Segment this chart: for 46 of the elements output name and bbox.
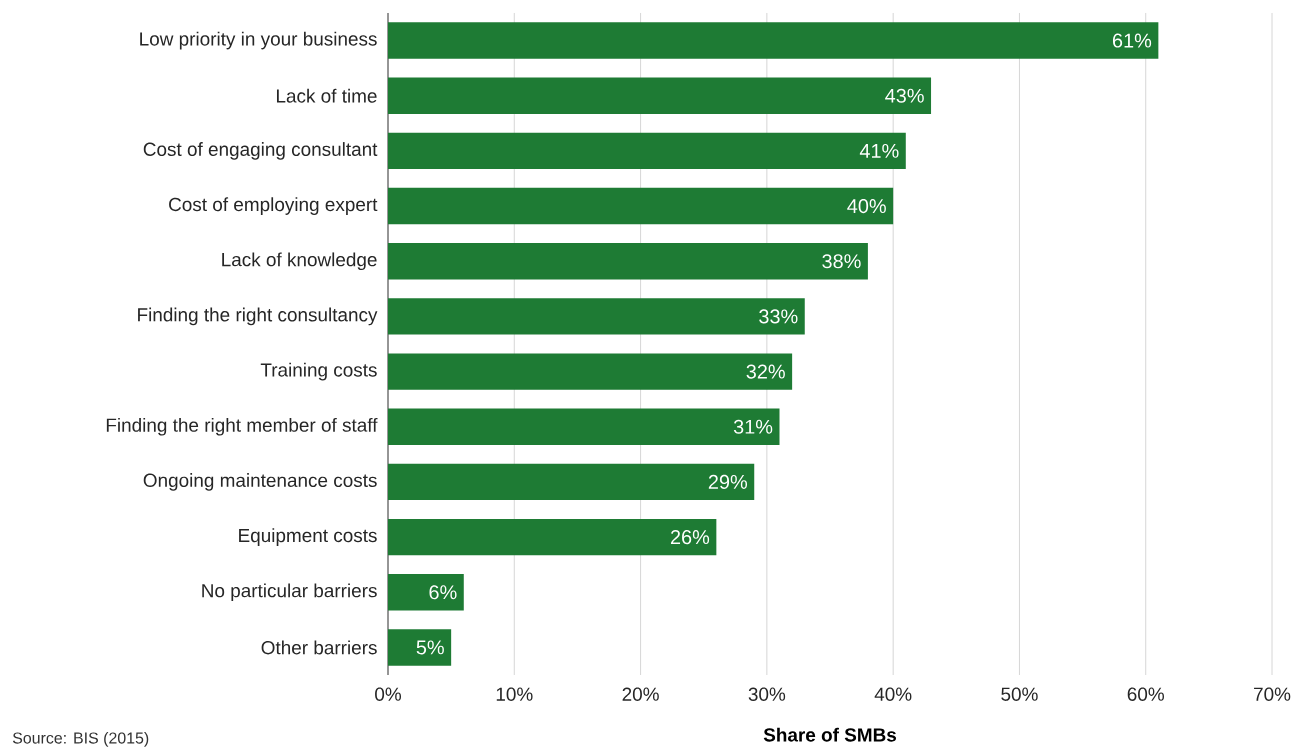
y-tick-label: Cost of engaging consultant: [143, 142, 378, 160]
bar: [388, 187, 894, 225]
data-label: 40%: [847, 199, 886, 214]
y-tick-label: Finding the right consultancy: [138, 307, 378, 326]
data-label: 29%: [708, 474, 748, 489]
data-label: 31%: [733, 419, 773, 434]
bar: [388, 243, 868, 280]
data-label: 61%: [1112, 33, 1152, 48]
y-tick-label: Cost of employing expert: [169, 197, 378, 215]
data-label: 43%: [885, 88, 924, 103]
bar: [388, 22, 1159, 59]
bar: [388, 463, 755, 501]
data-label: 26%: [670, 530, 710, 545]
x-tick-label: 0%: [375, 687, 402, 701]
y-tick-label: Ongoing maintenance costs: [143, 473, 377, 491]
x-axis-title: Share of SMBs: [763, 727, 897, 742]
y-tick-label: Finding the right member of staff: [106, 417, 378, 436]
x-tick-label: 20%: [622, 687, 659, 701]
bar: [388, 132, 906, 170]
y-tick-label: Other barriers: [261, 640, 377, 655]
bar: [388, 298, 805, 335]
data-label: 6%: [429, 585, 457, 600]
data-label: 32%: [746, 364, 785, 379]
x-tick-label: 30%: [748, 687, 786, 701]
y-tick-label: No particular barriers: [202, 583, 377, 602]
data-label: 38%: [822, 254, 861, 269]
y-tick-label: Lack of knowledge: [222, 252, 377, 271]
bar: [388, 77, 932, 114]
x-tick-label: 50%: [1001, 687, 1038, 701]
x-tick-label: 70%: [1254, 687, 1291, 701]
y-tick-label: Low priority in your business: [140, 31, 377, 50]
bar: [388, 408, 780, 445]
data-label: 33%: [759, 309, 798, 324]
x-tick-label: 60%: [1127, 687, 1164, 701]
data-label: 41%: [859, 143, 899, 158]
bar: [388, 353, 793, 390]
y-tick-label: Equipment costs: [239, 528, 377, 546]
data-label: 5%: [416, 640, 444, 655]
bar: [388, 518, 717, 556]
y-tick-label: Lack of time: [276, 88, 377, 103]
bar: [388, 629, 452, 666]
source-note: Source: BIS (2015): [12, 731, 149, 747]
y-tick-label: Training costs: [260, 362, 377, 381]
x-tick-label: 40%: [874, 687, 912, 701]
bar: [388, 574, 464, 611]
x-tick-label: 10%: [496, 687, 533, 701]
